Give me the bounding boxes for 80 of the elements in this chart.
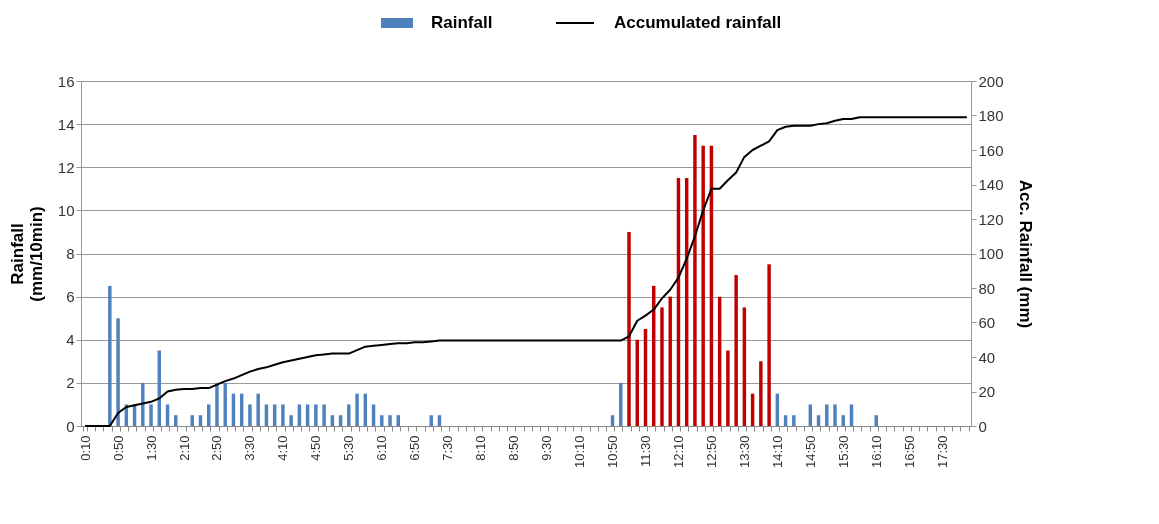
y2-tick-label: 200 bbox=[978, 72, 1004, 90]
x-tick-label: 14:10 bbox=[769, 435, 785, 469]
y-tick-label: 4 bbox=[66, 331, 75, 349]
bar bbox=[347, 404, 351, 426]
y2-tick-label: 20 bbox=[978, 383, 996, 400]
x-tick-label: 3:30 bbox=[242, 435, 258, 461]
bar bbox=[825, 404, 829, 426]
bar bbox=[701, 145, 705, 426]
bar bbox=[792, 415, 796, 426]
x-tick-label: 6:50 bbox=[407, 435, 423, 461]
y-tick-label: 6 bbox=[66, 288, 75, 306]
y2-tick-label: 80 bbox=[978, 279, 996, 297]
x-tick-label: 14:50 bbox=[802, 435, 818, 469]
x-tick-label: 6:10 bbox=[374, 435, 390, 461]
y2-tick-label: 140 bbox=[978, 176, 1004, 193]
x-tick-label: 15:30 bbox=[835, 435, 851, 469]
bar bbox=[759, 361, 763, 426]
x-tick-label: 0:50 bbox=[110, 435, 126, 461]
bar bbox=[248, 404, 252, 426]
bar bbox=[281, 404, 285, 426]
bar bbox=[149, 404, 153, 426]
bar bbox=[726, 350, 730, 426]
x-tick-label: 10:10 bbox=[572, 435, 588, 469]
x-tick-label: 4:50 bbox=[308, 435, 324, 461]
line-series bbox=[84, 116, 968, 427]
bar bbox=[223, 382, 227, 426]
y-tick-label: 2 bbox=[66, 374, 75, 392]
bar bbox=[767, 264, 771, 426]
bar bbox=[116, 318, 120, 426]
y-tick-label: 14 bbox=[57, 115, 75, 133]
y2-tick-label: 100 bbox=[978, 245, 1004, 262]
y-tick-label: 0 bbox=[66, 417, 75, 435]
x-tick-label: 16:50 bbox=[901, 435, 917, 469]
bar bbox=[660, 307, 664, 426]
bar bbox=[734, 275, 738, 426]
x-tick-label: 11:30 bbox=[637, 435, 653, 468]
bar bbox=[141, 382, 145, 426]
y2-tick-label: 120 bbox=[978, 210, 1004, 228]
bar bbox=[388, 415, 392, 426]
y-axis-title: Rainfall (mm/10min) bbox=[7, 206, 46, 302]
x-tick-label: 1:30 bbox=[143, 435, 159, 461]
bar bbox=[380, 415, 384, 426]
y2-tick-label: 160 bbox=[978, 141, 1004, 159]
bar bbox=[693, 134, 697, 426]
x-tick-label: 8:10 bbox=[473, 435, 489, 461]
legend-label: Accumulated rainfall bbox=[614, 13, 782, 32]
legend-label: Rainfall bbox=[431, 13, 493, 32]
bar bbox=[627, 231, 631, 426]
bar bbox=[322, 404, 326, 426]
y-tick-label: 16 bbox=[57, 72, 75, 90]
y2-tick-label: 180 bbox=[978, 107, 1004, 124]
x-tick-label: 12:50 bbox=[703, 435, 719, 469]
y-tick-label: 8 bbox=[66, 245, 75, 262]
bar bbox=[256, 393, 260, 426]
x-tick-label: 12:10 bbox=[670, 435, 686, 469]
x-tick-label: 5:30 bbox=[341, 435, 357, 461]
x-tick-label: 2:10 bbox=[176, 435, 192, 461]
x-tick-label: 9:30 bbox=[539, 435, 555, 461]
y-tick-label: 10 bbox=[57, 201, 75, 219]
bar bbox=[668, 296, 672, 426]
x-tick-label: 17:30 bbox=[934, 435, 950, 469]
y2-tick-label: 0 bbox=[978, 417, 987, 435]
x-tick-label: 0:10 bbox=[77, 435, 93, 461]
y2-axis-title: Acc. Rainfall (mm) bbox=[1015, 179, 1035, 329]
bar bbox=[355, 393, 359, 426]
bar bbox=[108, 285, 112, 426]
x-tick-label: 4:10 bbox=[275, 435, 291, 461]
x-tick-label: 7:30 bbox=[440, 435, 456, 461]
x-tick-label: 10:50 bbox=[605, 435, 621, 469]
bar bbox=[314, 404, 318, 426]
x-tick-label: 13:30 bbox=[736, 435, 752, 469]
x-tick-label: 8:50 bbox=[506, 435, 522, 461]
y2-tick-label: 60 bbox=[978, 314, 996, 331]
x-tick-label: 2:50 bbox=[209, 435, 225, 461]
bar bbox=[289, 415, 293, 426]
bar bbox=[833, 404, 837, 426]
x-tick-label: 16:10 bbox=[868, 435, 884, 469]
y-tick-label: 12 bbox=[57, 158, 75, 176]
y2-tick-label: 40 bbox=[978, 348, 996, 366]
bar bbox=[215, 382, 219, 426]
